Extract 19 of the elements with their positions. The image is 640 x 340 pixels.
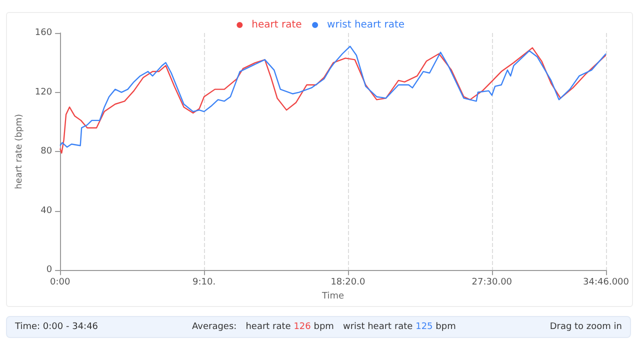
y-tick-label: 120 [34, 87, 52, 98]
y-tick-label: 40 [40, 206, 52, 216]
x-tick-label: 27:30.00 [472, 278, 512, 288]
legend-label: wrist heart rate [327, 20, 405, 30]
y-tick-label: 80 [40, 146, 52, 157]
y-tick-label: 0 [46, 265, 52, 276]
text: Time: 0:00 - 34:46 [15, 322, 98, 332]
x-tick-label: 9:10. [192, 278, 216, 288]
x-tick-label: 18:20.0 [330, 278, 366, 288]
legend-label: heart rate [252, 20, 302, 30]
text: heart rate 126 bpm [246, 322, 334, 332]
x-axis-title: Time [321, 292, 345, 302]
text: wrist heart rate 125 bpm [342, 322, 456, 332]
text: Drag to zoom in [550, 322, 622, 332]
y-axis-title: heart rate (bpm) [14, 114, 24, 190]
x-tick-label: 0:00 [50, 278, 70, 288]
text: Averages: [192, 322, 237, 332]
y-tick-label: 160 [34, 28, 52, 38]
x-tick-label: 34:46.000 [583, 278, 630, 288]
